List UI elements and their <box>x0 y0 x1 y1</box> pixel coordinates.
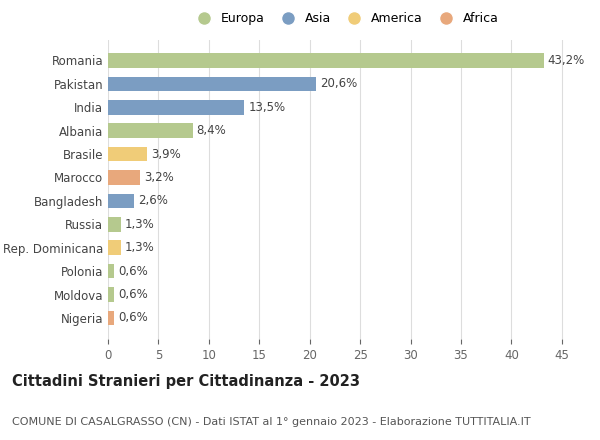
Bar <box>108 147 148 161</box>
Text: 1,3%: 1,3% <box>125 241 155 254</box>
Bar <box>108 194 134 208</box>
Text: 8,4%: 8,4% <box>197 124 226 137</box>
Text: 3,2%: 3,2% <box>145 171 174 184</box>
Text: 13,5%: 13,5% <box>248 101 286 114</box>
Bar <box>108 311 114 325</box>
Text: 3,9%: 3,9% <box>151 147 181 161</box>
Text: Cittadini Stranieri per Cittadinanza - 2023: Cittadini Stranieri per Cittadinanza - 2… <box>12 374 360 389</box>
Bar <box>108 53 544 68</box>
Text: 43,2%: 43,2% <box>548 54 585 67</box>
Text: 20,6%: 20,6% <box>320 77 357 90</box>
Text: 2,6%: 2,6% <box>138 194 168 207</box>
Bar <box>108 264 114 279</box>
Bar <box>108 100 244 114</box>
Text: 0,6%: 0,6% <box>118 264 148 278</box>
Legend: Europa, Asia, America, Africa: Europa, Asia, America, Africa <box>186 7 504 30</box>
Bar <box>108 124 193 138</box>
Bar <box>108 170 140 185</box>
Bar <box>108 77 316 91</box>
Text: 0,6%: 0,6% <box>118 312 148 324</box>
Text: 0,6%: 0,6% <box>118 288 148 301</box>
Bar <box>108 287 114 302</box>
Text: 1,3%: 1,3% <box>125 218 155 231</box>
Text: COMUNE DI CASALGRASSO (CN) - Dati ISTAT al 1° gennaio 2023 - Elaborazione TUTTIT: COMUNE DI CASALGRASSO (CN) - Dati ISTAT … <box>12 417 530 427</box>
Bar <box>108 217 121 231</box>
Bar <box>108 241 121 255</box>
